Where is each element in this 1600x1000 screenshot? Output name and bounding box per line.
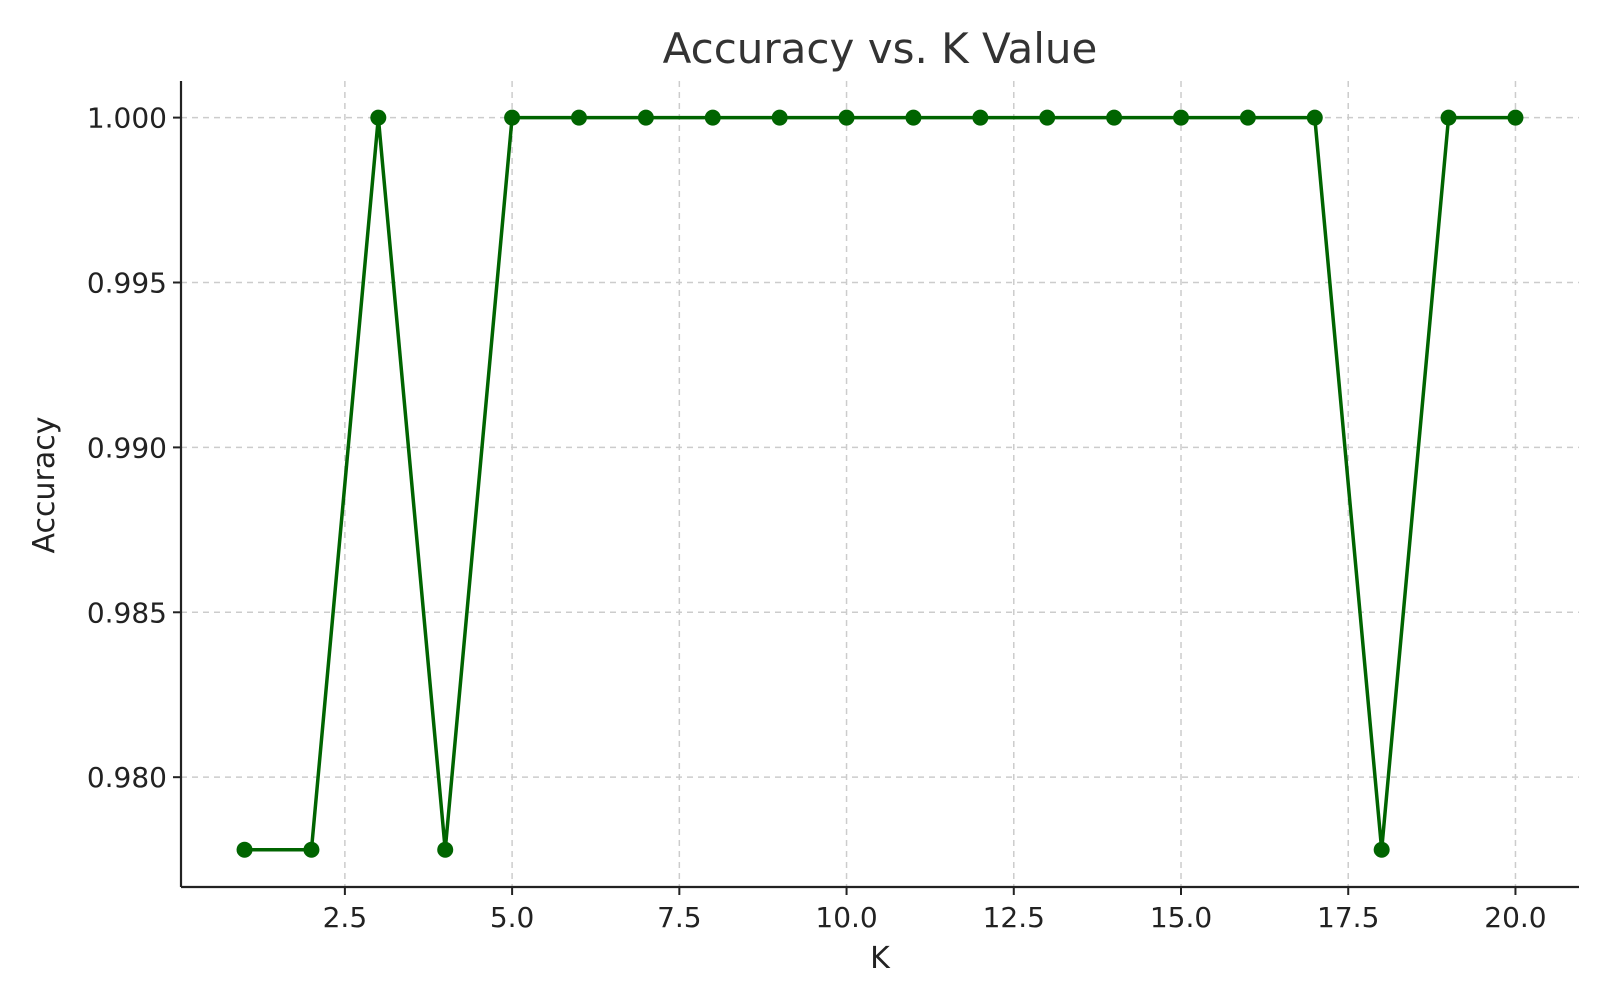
data-point bbox=[1106, 109, 1123, 126]
grid bbox=[181, 81, 1579, 887]
x-tick-label: 17.5 bbox=[1317, 901, 1379, 934]
y-ticks: 0.980 0.985 0.990 0.995 1.000 bbox=[87, 102, 181, 794]
data-point bbox=[1239, 109, 1256, 126]
y-axis-label: Accuracy bbox=[27, 417, 62, 554]
axes bbox=[179, 81, 1579, 889]
chart-title: Accuracy vs. K Value bbox=[663, 24, 1098, 73]
data-point bbox=[704, 109, 721, 126]
x-ticks: 2.5 5.0 7.5 10.0 12.5 15.0 17.5 20.0 bbox=[323, 887, 1547, 934]
x-tick-label: 7.5 bbox=[657, 901, 702, 934]
data-point bbox=[838, 109, 855, 126]
accuracy-line bbox=[244, 115, 1516, 852]
data-point bbox=[1507, 109, 1524, 126]
x-tick-label: 15.0 bbox=[1150, 901, 1212, 934]
series bbox=[236, 109, 1524, 858]
data-point bbox=[637, 109, 654, 126]
y-tick-label: 0.985 bbox=[87, 596, 167, 629]
data-point bbox=[570, 109, 587, 126]
data-point bbox=[972, 109, 989, 126]
data-point bbox=[771, 109, 788, 126]
x-tick-label: 10.0 bbox=[815, 901, 877, 934]
data-point bbox=[1373, 841, 1390, 858]
y-tick-label: 0.980 bbox=[87, 761, 167, 794]
data-point bbox=[905, 109, 922, 126]
x-axis-label: K bbox=[870, 941, 891, 976]
data-point bbox=[1306, 109, 1323, 126]
x-tick-label: 2.5 bbox=[323, 901, 368, 934]
x-tick-label: 12.5 bbox=[983, 901, 1045, 934]
x-tick-label: 20.0 bbox=[1484, 901, 1546, 934]
y-tick-label: 1.000 bbox=[87, 102, 167, 135]
data-point bbox=[236, 841, 253, 858]
data-point bbox=[504, 109, 521, 126]
data-point bbox=[303, 841, 320, 858]
data-point bbox=[1440, 109, 1457, 126]
y-tick-label: 0.990 bbox=[87, 431, 167, 464]
y-tick-label: 0.995 bbox=[87, 267, 167, 300]
data-point bbox=[370, 109, 387, 126]
data-point bbox=[1039, 109, 1056, 126]
x-tick-label: 5.0 bbox=[490, 901, 535, 934]
data-point bbox=[1173, 109, 1190, 126]
data-point bbox=[437, 841, 454, 858]
